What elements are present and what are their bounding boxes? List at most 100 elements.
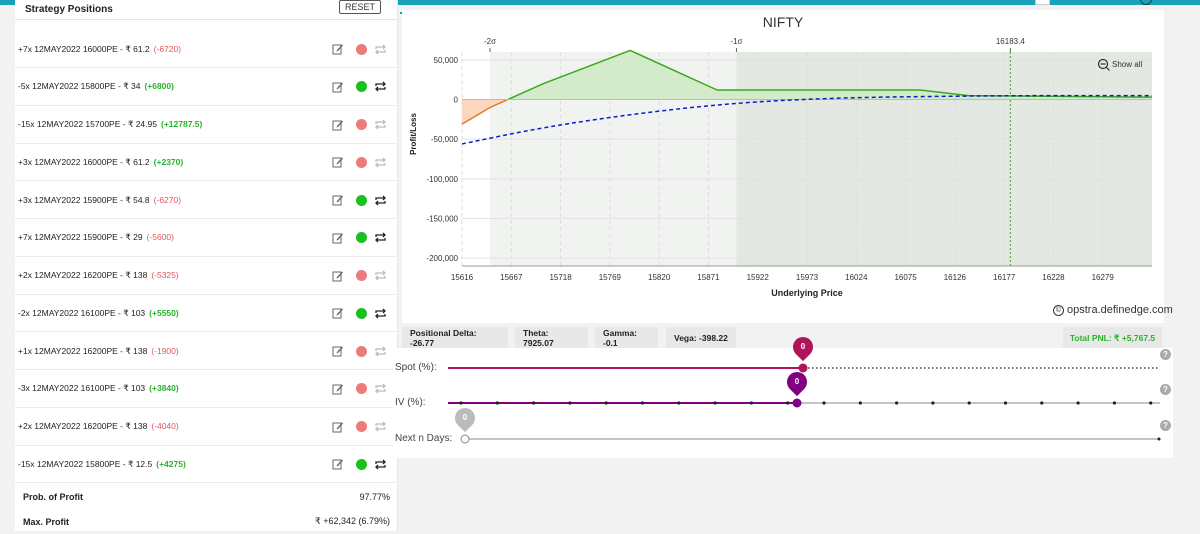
gamma: Gamma: -0.1 bbox=[595, 327, 658, 349]
panel-header: Strategy Positions RESET bbox=[15, 0, 397, 20]
status-toggle[interactable] bbox=[356, 345, 367, 357]
edit-icon[interactable] bbox=[332, 81, 344, 93]
position-text: -15x 12MAY2022 15700PE - ₹ 24.95 (+12787.… bbox=[18, 119, 202, 130]
position-text: +2x 12MAY2022 16200PE - ₹ 138 (-5325) bbox=[18, 270, 179, 281]
iv-slider-steps bbox=[459, 401, 1153, 405]
status-toggle[interactable] bbox=[356, 421, 367, 432]
status-toggle[interactable] bbox=[356, 232, 367, 244]
x-tick-label: 15922 bbox=[747, 273, 770, 282]
positional-delta: Positional Delta: -26.77 bbox=[402, 327, 508, 349]
iv-slider-label: IV (%): bbox=[395, 397, 426, 408]
status-toggle[interactable] bbox=[356, 270, 367, 281]
edit-icon[interactable] bbox=[332, 232, 344, 244]
position-pnl: (+6800) bbox=[144, 81, 174, 92]
slider-tracks bbox=[448, 348, 1161, 444]
iv-slider-handle[interactable] bbox=[792, 398, 802, 408]
edit-icon[interactable] bbox=[332, 270, 344, 282]
days-slider-handle[interactable] bbox=[460, 434, 470, 444]
watermark-text: opstra.definedge.com bbox=[1067, 304, 1173, 316]
status-toggle[interactable] bbox=[356, 43, 367, 55]
position-description: +7x 12MAY2022 15900PE - ₹ 29 bbox=[18, 232, 143, 243]
position-text: -5x 12MAY2022 15800PE - ₹ 34 (+6800) bbox=[18, 81, 174, 92]
edit-icon[interactable] bbox=[332, 458, 344, 470]
position-pnl: (-4040) bbox=[151, 421, 179, 431]
exchange-icon[interactable] bbox=[374, 346, 387, 357]
y-axis-label: Profit/Loss bbox=[409, 113, 418, 155]
window-control-icon[interactable] bbox=[1035, 0, 1050, 5]
x-tick-label: 16177 bbox=[993, 273, 1016, 282]
position-text: -15x 12MAY2022 15800PE - ₹ 12.5 (+4275) bbox=[18, 459, 186, 470]
exchange-icon[interactable] bbox=[374, 232, 387, 243]
position-text: +7x 12MAY2022 16000PE - ₹ 61.2 (-6720) bbox=[18, 44, 181, 55]
position-row: +1x 12MAY2022 16200PE - ₹ 138 (-1900) bbox=[15, 333, 398, 370]
days-slider[interactable] bbox=[460, 434, 1161, 444]
position-pnl: (+4275) bbox=[156, 458, 186, 469]
exchange-icon[interactable] bbox=[374, 44, 387, 55]
position-text: +1x 12MAY2022 16200PE - ₹ 138 (-1900) bbox=[18, 346, 179, 357]
edit-icon[interactable] bbox=[332, 194, 344, 206]
edit-icon[interactable] bbox=[332, 383, 344, 395]
position-row: +3x 12MAY2022 16000PE - ₹ 61.2 (+2370) bbox=[15, 144, 398, 182]
days-slider-label: Next n Days: bbox=[395, 433, 453, 444]
exchange-icon[interactable] bbox=[374, 308, 387, 319]
exchange-icon[interactable] bbox=[374, 383, 387, 394]
payoff-chart-container: NIFTY 50,000 0 -50,000 -100,000 -150,000 -200,… bbox=[402, 10, 1164, 323]
edit-icon[interactable] bbox=[332, 421, 344, 433]
position-row: +7x 12MAY2022 16000PE - ₹ 61.2 (-6720) bbox=[15, 31, 398, 68]
status-toggle[interactable] bbox=[356, 194, 367, 206]
exchange-icon[interactable] bbox=[374, 421, 387, 432]
x-tick-label: 15667 bbox=[500, 273, 523, 282]
exchange-icon[interactable] bbox=[374, 270, 387, 281]
position-row: -15x 12MAY2022 15700PE - ₹ 24.95 (+12787.… bbox=[15, 107, 398, 144]
exchange-icon[interactable] bbox=[374, 195, 387, 206]
iv-help-icon[interactable]: ? bbox=[1160, 384, 1171, 395]
x-tick-label: 16126 bbox=[944, 273, 967, 282]
status-toggle[interactable] bbox=[356, 156, 367, 168]
edit-icon[interactable] bbox=[332, 156, 344, 168]
exchange-icon[interactable] bbox=[374, 157, 387, 168]
iv-slider[interactable] bbox=[448, 398, 1160, 408]
position-pnl: (+3840) bbox=[149, 383, 179, 394]
status-toggle[interactable] bbox=[356, 383, 367, 395]
show-all-button[interactable]: Show all bbox=[1097, 58, 1143, 71]
watermark: © opstra.definedge.com bbox=[1053, 304, 1173, 316]
chart-title: NIFTY bbox=[763, 14, 804, 30]
spot-help-icon[interactable]: ? bbox=[1160, 349, 1171, 360]
x-tick-label: 16279 bbox=[1092, 273, 1115, 282]
position-description: +2x 12MAY2022 16200PE - ₹ 138 bbox=[18, 270, 148, 280]
x-tick-label: 16075 bbox=[894, 273, 917, 282]
exchange-icon[interactable] bbox=[374, 119, 387, 130]
top-marker-label: -2σ bbox=[484, 37, 496, 46]
position-description: -2x 12MAY2022 16100PE - ₹ 103 bbox=[18, 307, 146, 318]
max-profit-value: ₹ +62,342 (6.79%) bbox=[314, 516, 390, 526]
copyright-icon: © bbox=[1053, 304, 1064, 316]
exchange-icon[interactable] bbox=[374, 81, 387, 92]
edit-icon[interactable] bbox=[332, 119, 344, 131]
y-tick-label: -200,000 bbox=[426, 254, 458, 263]
position-row: -3x 12MAY2022 16100PE - ₹ 103 (+3840) bbox=[15, 371, 398, 408]
status-toggle[interactable] bbox=[356, 307, 367, 319]
edit-icon[interactable] bbox=[332, 345, 344, 357]
loss-area bbox=[462, 99, 508, 125]
position-text: +3x 12MAY2022 16000PE - ₹ 61.2 (+2370) bbox=[18, 157, 183, 168]
days-help-icon[interactable]: ? bbox=[1160, 420, 1171, 431]
position-text: +3x 12MAY2022 15900PE - ₹ 54.8 (-6270) bbox=[18, 195, 181, 206]
status-toggle[interactable] bbox=[356, 81, 367, 93]
status-toggle[interactable] bbox=[356, 458, 367, 470]
status-toggle[interactable] bbox=[356, 119, 367, 130]
x-tick-label: 15820 bbox=[648, 273, 671, 282]
prob-of-profit-value: 97.77% bbox=[359, 491, 390, 502]
position-row: +2x 12MAY2022 16200PE - ₹ 138 (-4040) bbox=[15, 409, 398, 446]
edit-icon[interactable] bbox=[332, 307, 344, 319]
top-marker-label: 16183.4 bbox=[996, 37, 1025, 46]
expiry-profit-line bbox=[507, 49, 1153, 101]
position-description: -15x 12MAY2022 15700PE - ₹ 24.95 bbox=[18, 119, 157, 129]
x-tick-label: 16024 bbox=[845, 273, 868, 282]
theta: Theta: 7925.07 bbox=[515, 327, 588, 349]
reset-button[interactable]: RESET bbox=[338, 0, 381, 14]
position-text: +2x 12MAY2022 16200PE - ₹ 138 (-4040) bbox=[18, 421, 179, 432]
position-pnl: (-6720) bbox=[153, 43, 182, 54]
exchange-icon[interactable] bbox=[374, 459, 387, 470]
edit-icon[interactable] bbox=[332, 43, 344, 55]
spot-slider-handle[interactable] bbox=[798, 363, 808, 373]
